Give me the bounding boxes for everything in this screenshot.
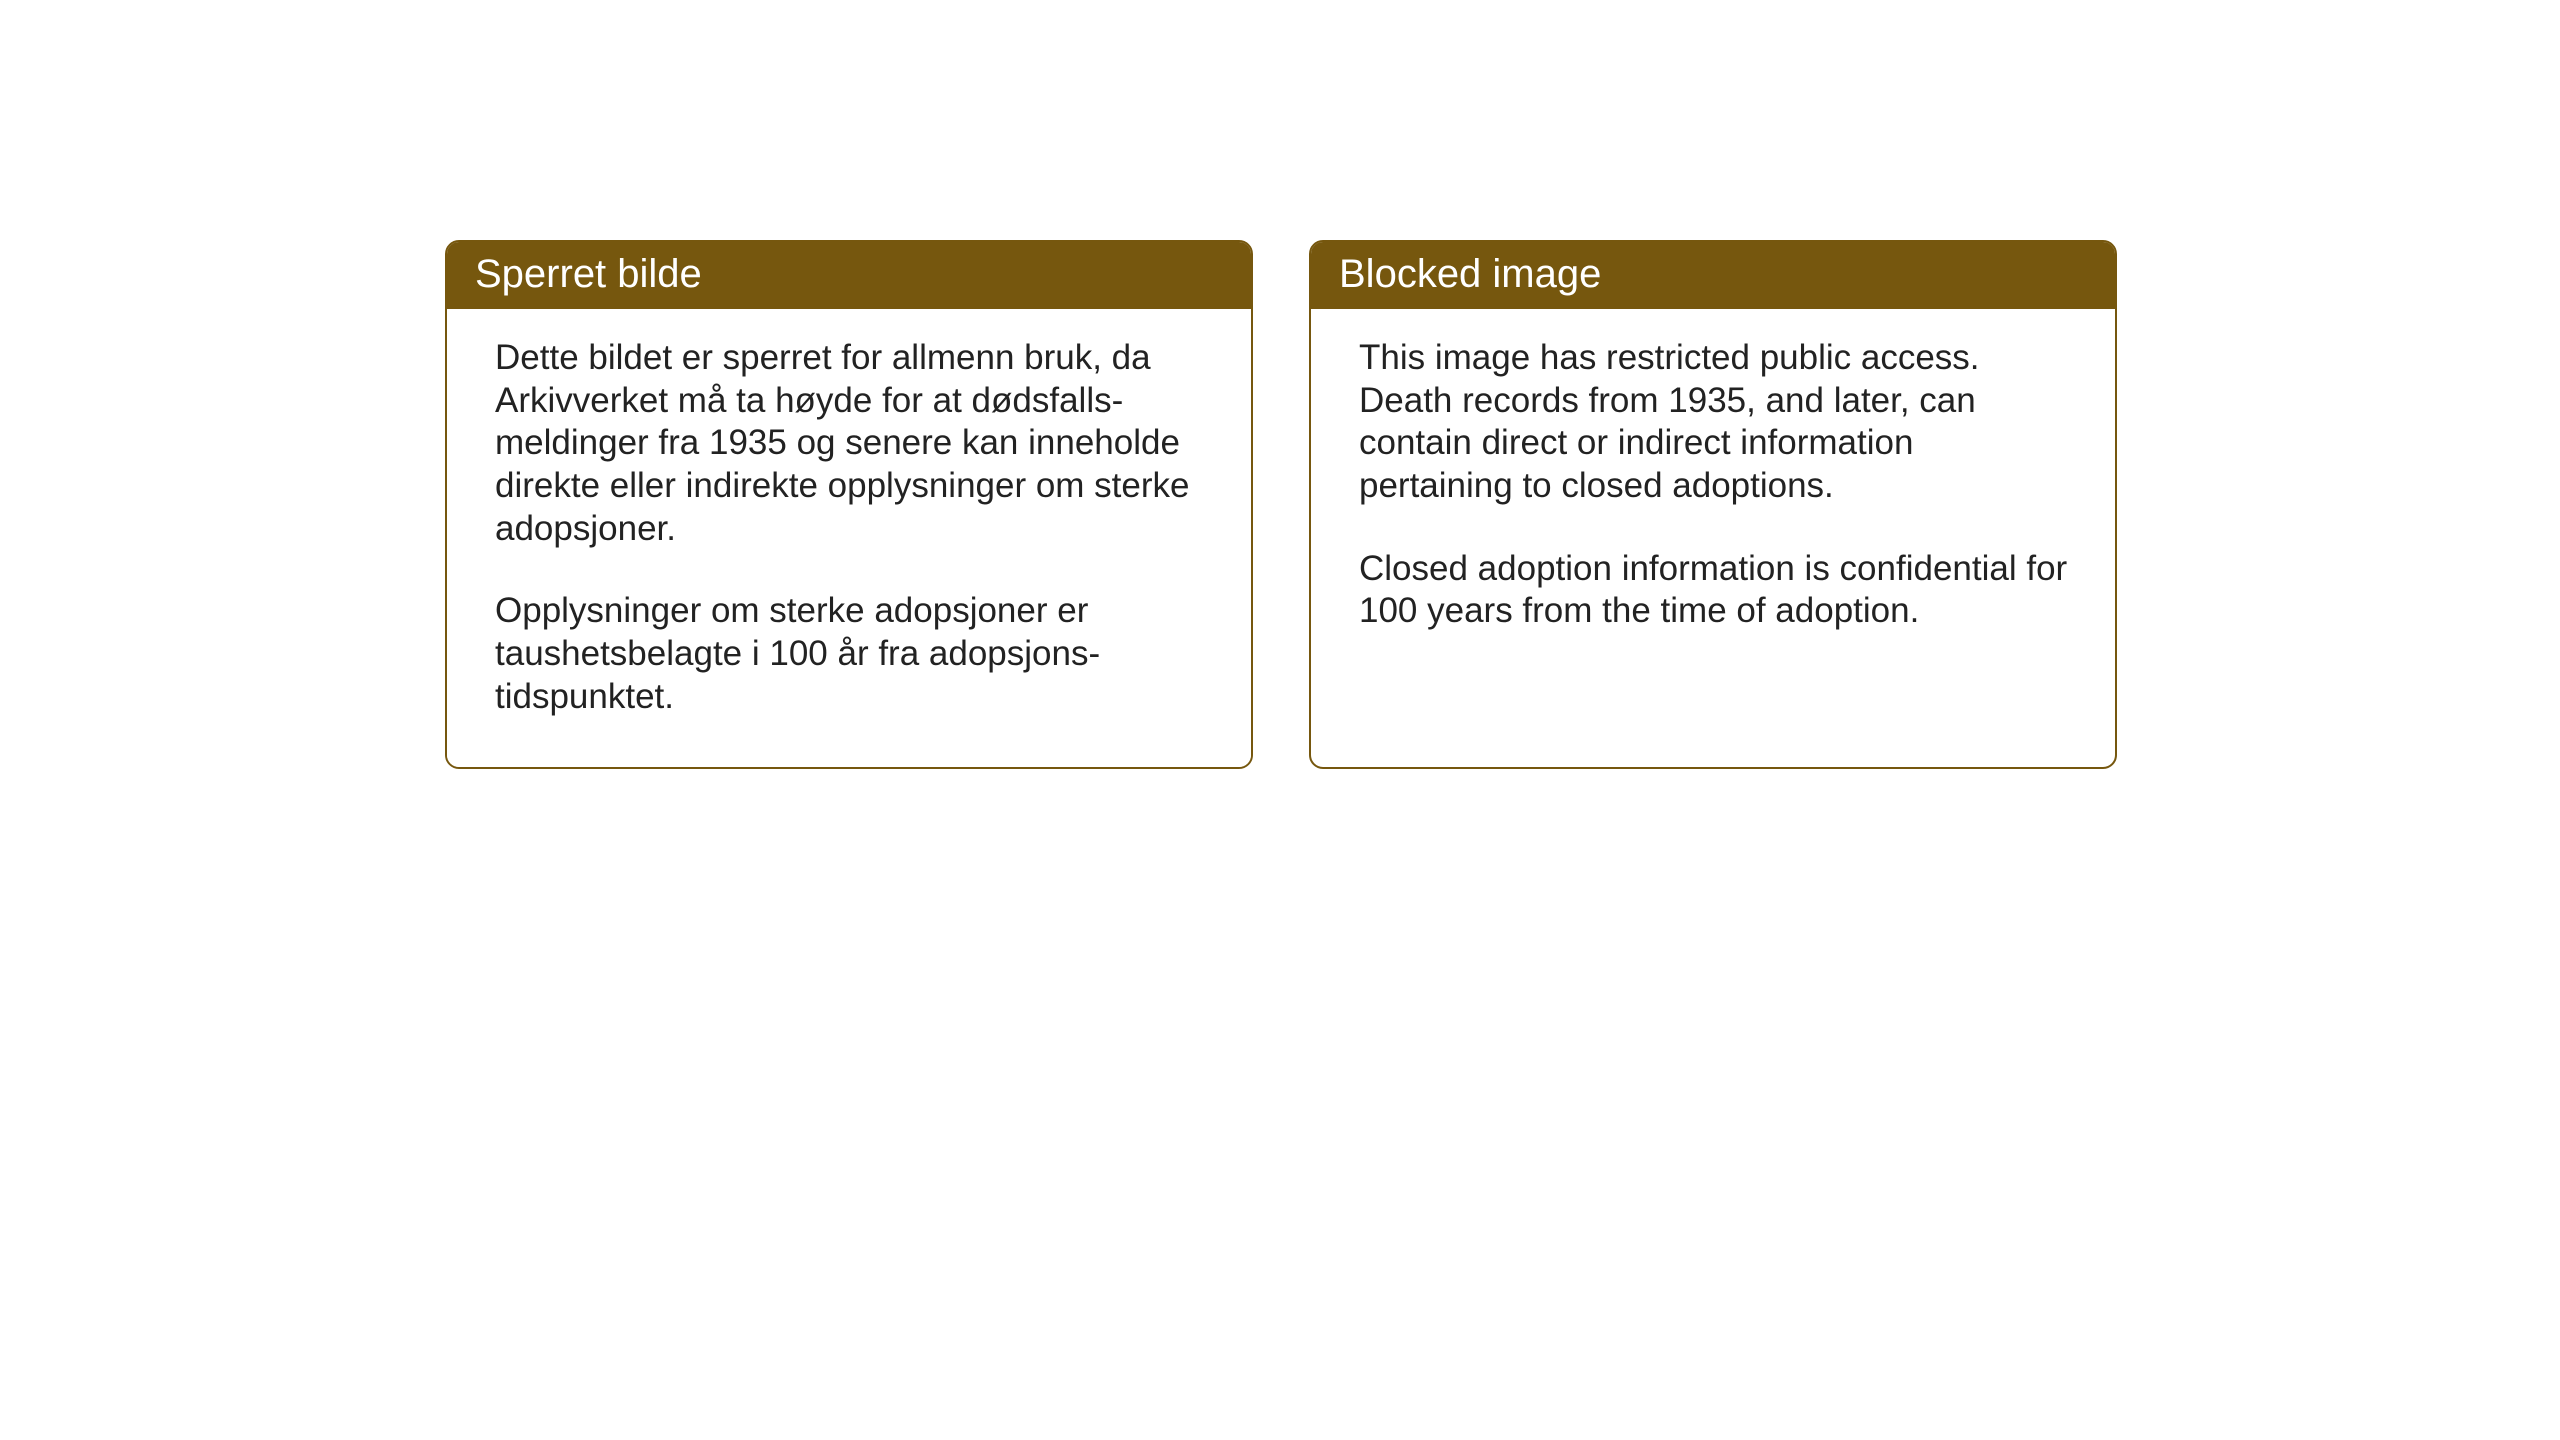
panel-norwegian-paragraph-2: Opplysninger om sterke adopsjoner er tau…: [495, 590, 1209, 718]
panel-norwegian-header: Sperret bilde: [447, 242, 1251, 309]
panel-norwegian-paragraph-1: Dette bildet er sperret for allmenn bruk…: [495, 337, 1209, 550]
panel-english-paragraph-2: Closed adoption information is confident…: [1359, 548, 2073, 633]
panel-norwegian: Sperret bilde Dette bildet er sperret fo…: [445, 240, 1253, 769]
panel-english-header: Blocked image: [1311, 242, 2115, 309]
panel-english-paragraph-1: This image has restricted public access.…: [1359, 337, 2073, 508]
panel-norwegian-title: Sperret bilde: [475, 252, 702, 296]
panel-english: Blocked image This image has restricted …: [1309, 240, 2117, 769]
panels-container: Sperret bilde Dette bildet er sperret fo…: [445, 240, 2117, 769]
panel-norwegian-body: Dette bildet er sperret for allmenn bruk…: [447, 309, 1251, 767]
panel-english-body: This image has restricted public access.…: [1311, 309, 2115, 729]
panel-english-title: Blocked image: [1339, 252, 1601, 296]
